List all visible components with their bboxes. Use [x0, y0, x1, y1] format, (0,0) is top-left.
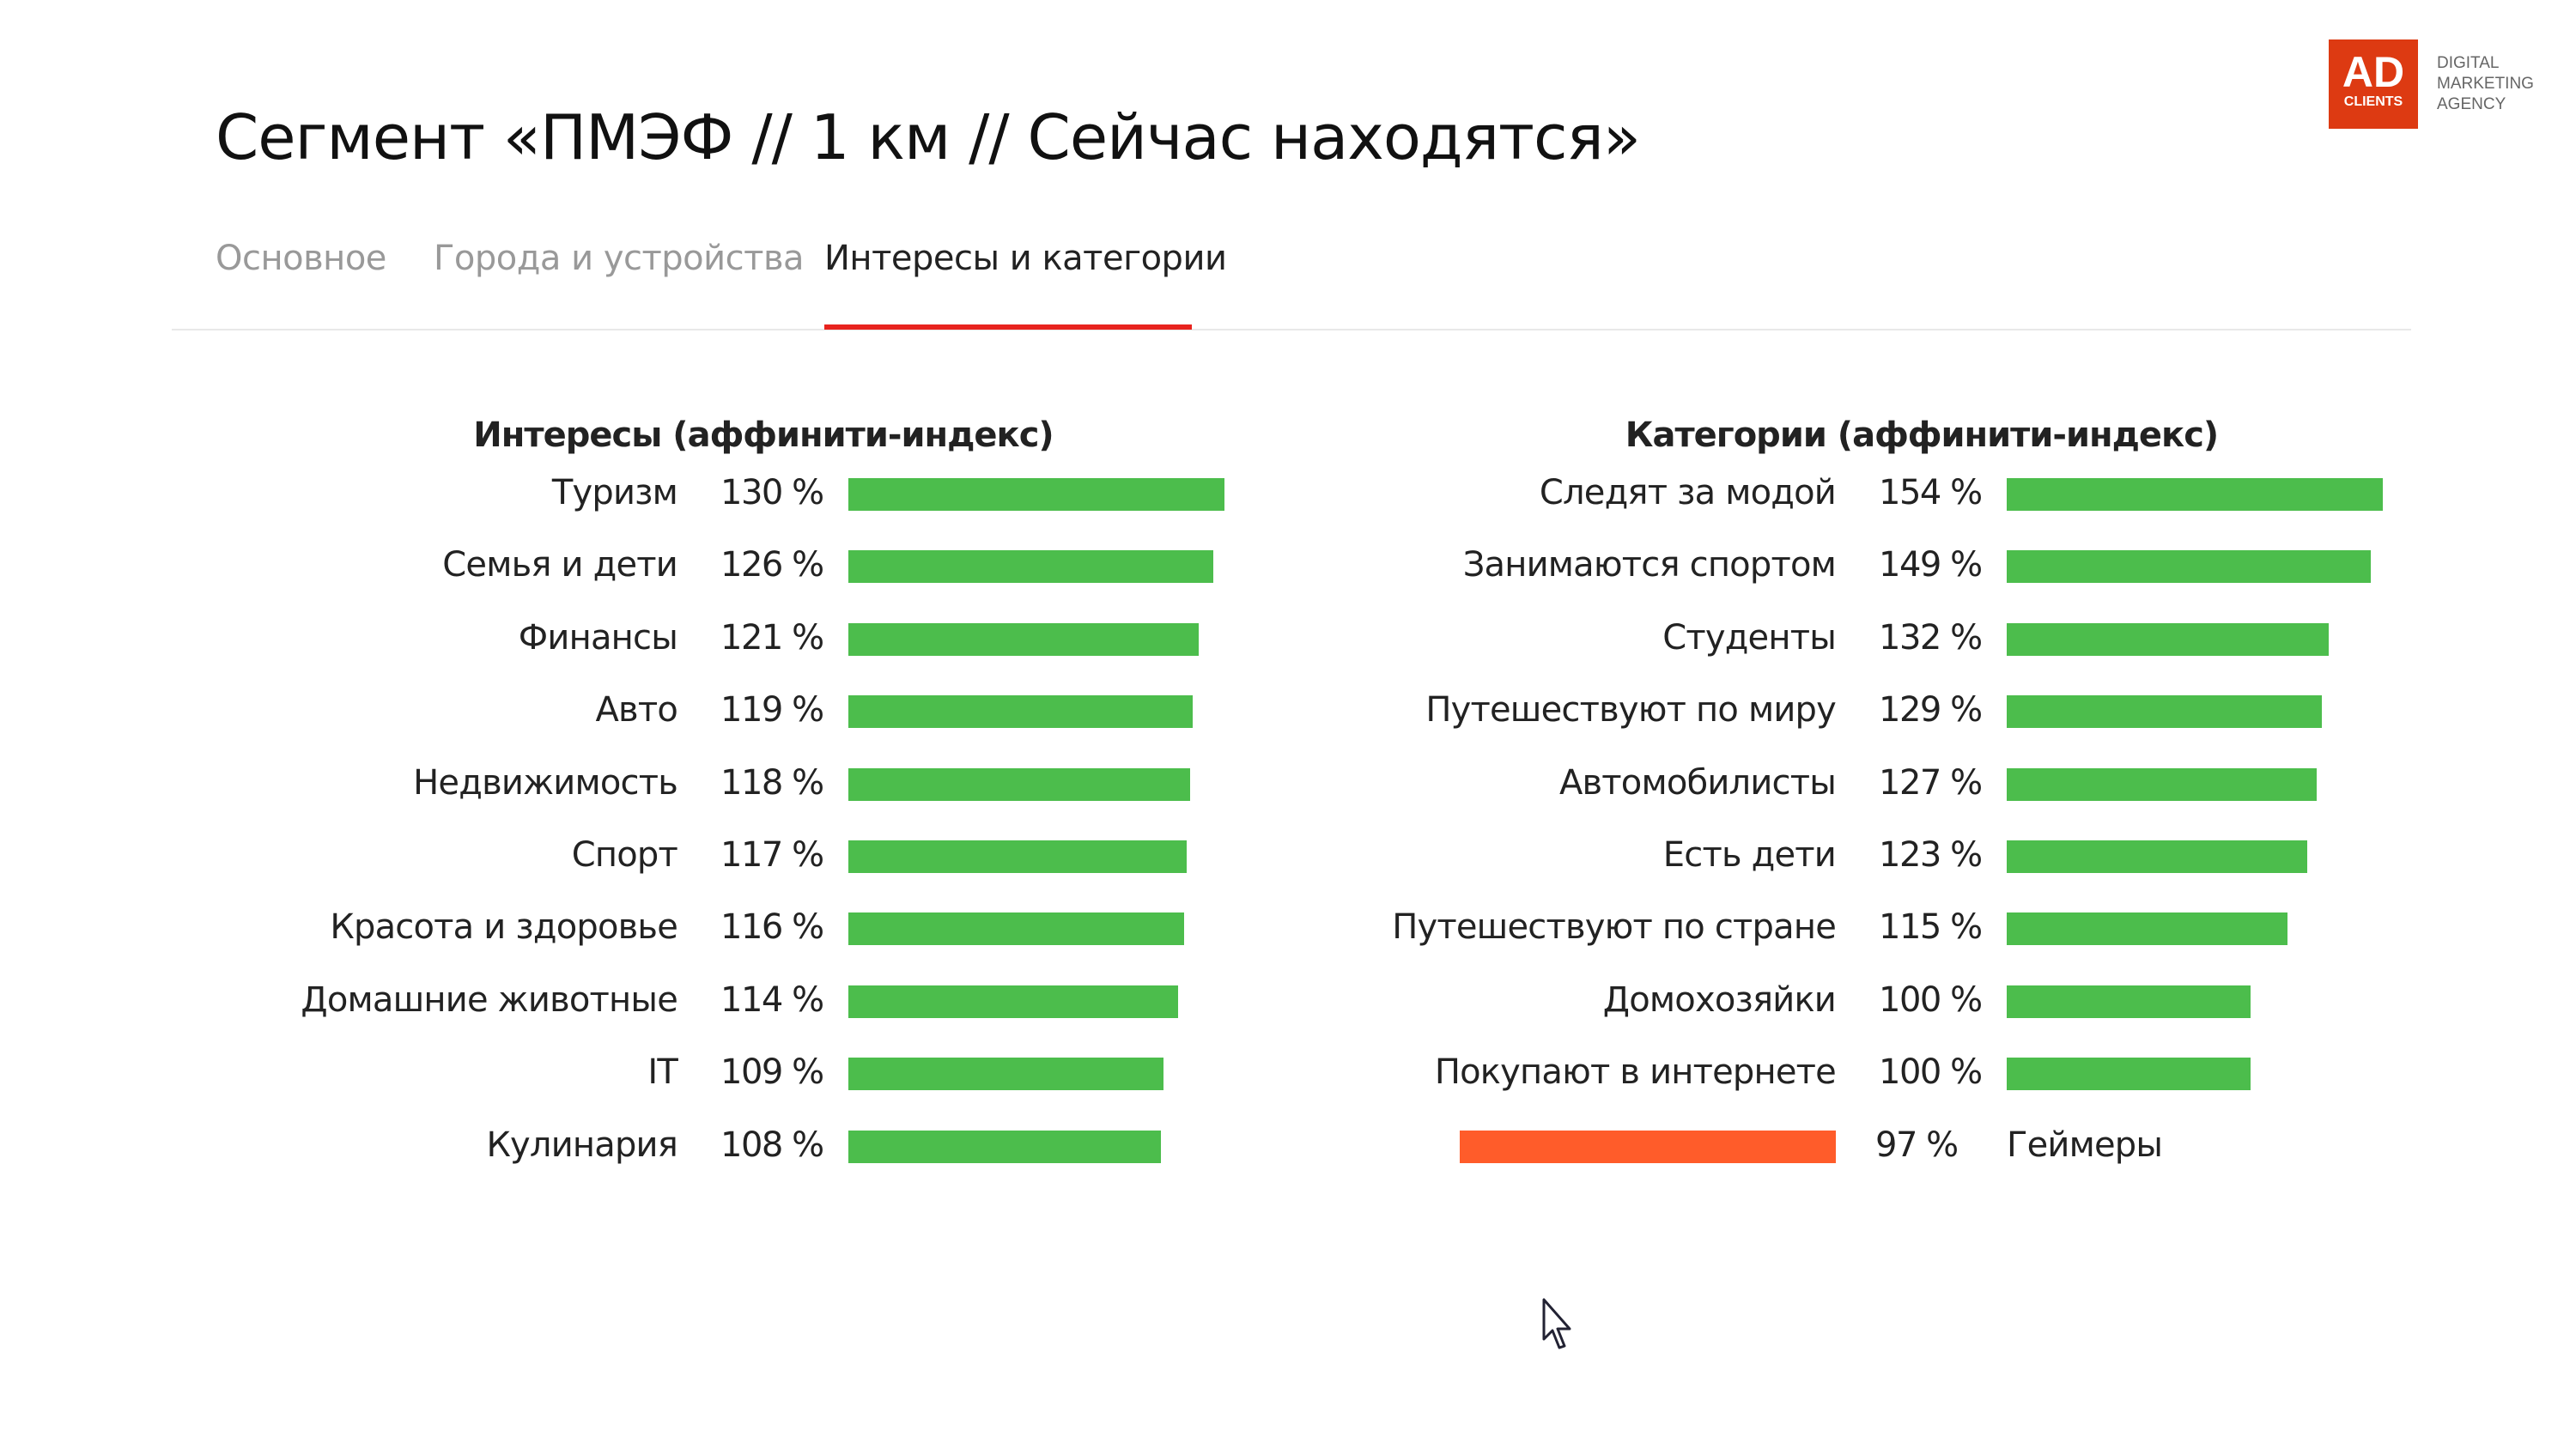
bar-positive	[2007, 1058, 2251, 1091]
bar-positive	[2007, 985, 2251, 1018]
bar-category-label: Есть дети	[1662, 835, 1837, 875]
bar-value-label: 154 %	[1879, 473, 1983, 512]
bar-positive	[848, 550, 1213, 584]
tabs-divider	[172, 329, 2411, 330]
bar-value-label: 127 %	[1879, 762, 1983, 803]
logo-tagline: DIGITAL MARKETING AGENCY	[2437, 53, 2534, 115]
page-title: Сегмент «ПМЭФ // 1 км // Сейчас находятс…	[216, 101, 1641, 173]
interests-chart-title: Интересы (аффинити-индекс)	[473, 415, 1054, 455]
tab-cities-devices[interactable]: Города и устройства	[434, 239, 805, 278]
bar-category-label: Занимаются спортом	[1462, 545, 1837, 585]
bar-category-label: Кулинария	[486, 1125, 677, 1165]
bar-category-label: IT	[647, 1052, 677, 1093]
bar-positive	[848, 622, 1199, 656]
bar-category-label: Красота и здоровье	[330, 907, 677, 948]
bar-category-label: Финансы	[518, 617, 678, 658]
bar-value-label: 149 %	[1879, 545, 1983, 585]
bar-positive	[848, 695, 1193, 729]
bar-value-label: 115 %	[1879, 907, 1983, 948]
bar-positive	[2007, 550, 2371, 584]
bar-value-label: 118 %	[720, 762, 824, 803]
bar-category-label: Автомобилисты	[1558, 762, 1837, 803]
bar-negative	[1460, 1130, 1836, 1163]
bar-positive	[848, 1130, 1161, 1163]
bar-value-label: 132 %	[1879, 617, 1983, 658]
bar-category-label: Туризм	[551, 473, 678, 512]
tagline-line: MARKETING	[2437, 75, 2534, 93]
adclients-logo: AD CLIENTS	[2329, 39, 2418, 129]
bar-value-label: 117 %	[720, 835, 824, 875]
bar-value-label: 121 %	[720, 617, 824, 658]
bar-positive	[2007, 695, 2322, 729]
bar-positive	[2007, 478, 2383, 511]
bar-category-label: Домохозяйки	[1602, 979, 1837, 1020]
bar-value-label: 97 %	[1875, 1125, 1959, 1165]
bar-positive	[2007, 622, 2330, 656]
bar-category-label: Путешествуют по миру	[1425, 690, 1836, 731]
active-tab-indicator	[824, 324, 1192, 330]
bar-value-label: 108 %	[720, 1125, 824, 1165]
bar-value-label: 114 %	[720, 979, 824, 1020]
bar-value-label: 119 %	[720, 690, 824, 731]
bar-positive	[2007, 767, 2318, 801]
bar-value-label: 126 %	[720, 545, 824, 585]
bar-positive	[848, 478, 1224, 511]
bar-value-label: 109 %	[720, 1052, 824, 1093]
mouse-cursor-icon	[1542, 1298, 1571, 1349]
bar-value-label: 130 %	[720, 473, 824, 512]
tagline-line: DIGITAL	[2437, 54, 2500, 72]
bar-category-label: Студенты	[1662, 617, 1837, 658]
bar-positive	[848, 1058, 1164, 1091]
bar-category-label: Недвижимость	[413, 762, 678, 803]
bar-positive	[2007, 912, 2288, 946]
bar-category-label: Авто	[595, 690, 677, 731]
categories-chart-title: Категории (аффинити-индекс)	[1625, 415, 2219, 455]
bar-value-label: 100 %	[1879, 979, 1983, 1020]
bar-positive	[848, 767, 1190, 801]
bar-category-label: Путешествуют по стране	[1392, 907, 1837, 948]
bar-category-label: Геймеры	[2007, 1125, 2163, 1165]
bar-value-label: 116 %	[720, 907, 824, 948]
bar-positive	[2007, 840, 2307, 873]
bar-category-label: Домашние животные	[301, 979, 677, 1020]
bar-category-label: Спорт	[571, 835, 678, 875]
bar-category-label: Семья и дети	[442, 545, 678, 585]
bar-positive	[848, 985, 1179, 1018]
bar-positive	[848, 912, 1184, 946]
tab-main[interactable]: Основное	[216, 239, 386, 278]
bar-positive	[848, 840, 1188, 873]
tab-interests-categories[interactable]: Интересы и категории	[824, 239, 1227, 278]
bar-category-label: Следят за модой	[1539, 473, 1837, 512]
tagline-line: AGENCY	[2437, 95, 2506, 113]
bar-category-label: Покупают в интернете	[1434, 1052, 1837, 1093]
bar-value-label: 100 %	[1879, 1052, 1983, 1093]
bar-value-label: 123 %	[1879, 835, 1983, 875]
bar-value-label: 129 %	[1879, 690, 1983, 731]
